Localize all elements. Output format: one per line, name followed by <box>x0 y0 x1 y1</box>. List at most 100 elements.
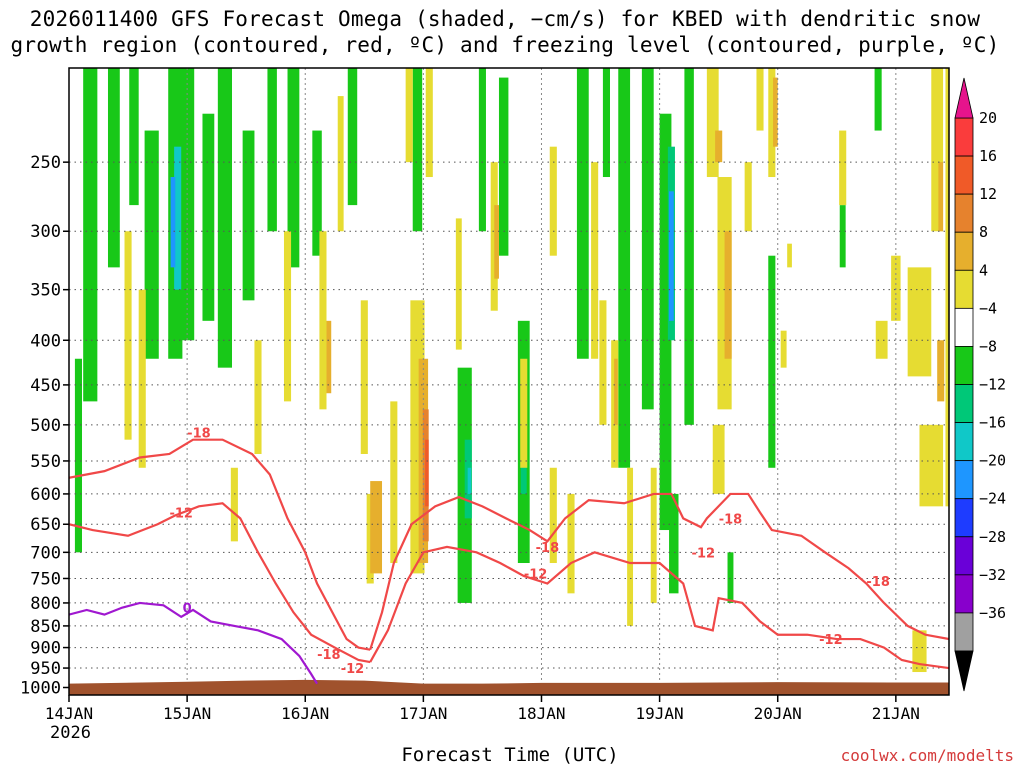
omega-cell <box>938 162 944 232</box>
omega-cell <box>768 68 776 178</box>
omega-cell <box>230 467 238 542</box>
omega-cell <box>107 68 120 268</box>
omega-cell <box>319 231 327 410</box>
colorbar-box <box>954 460 974 500</box>
contour-label: 0 <box>183 602 192 617</box>
contour-label: -12 <box>819 633 843 648</box>
contour-label: -12 <box>341 662 365 677</box>
terrain-surface <box>69 679 949 695</box>
omega-cell <box>780 330 787 368</box>
colorbar-label: −32 <box>979 566 1006 584</box>
omega-cell <box>347 68 358 206</box>
x-tick-label: 21JAN <box>872 704 920 723</box>
omega-cell <box>650 467 657 603</box>
chart-title: 2026011400 GFS Forecast Omega (shaded, −… <box>0 6 1010 58</box>
omega-cell <box>174 146 182 290</box>
y-tick-label: 350 <box>30 281 61 301</box>
colorbar-label: 12 <box>979 185 997 203</box>
omega-cell <box>425 68 433 178</box>
y-tick-label: 1000 <box>20 678 61 698</box>
omega-cell <box>567 493 575 594</box>
colorbar-box <box>954 231 974 271</box>
colorbar-label: −12 <box>979 376 1006 394</box>
omega-cell <box>370 481 383 574</box>
grid-lines <box>68 68 949 695</box>
contour-label: -12 <box>524 567 548 582</box>
colorbar-label: −4 <box>979 299 997 317</box>
omega-cell <box>170 177 176 268</box>
omega-cell <box>659 113 672 531</box>
credit-link[interactable]: coolwx.com/modelts <box>840 746 1014 765</box>
colorbar-box <box>954 117 974 157</box>
y-tick-label: 850 <box>30 617 61 637</box>
dendritic-contour <box>69 438 371 651</box>
omega-cell <box>467 467 472 494</box>
omega-cell <box>326 320 332 394</box>
omega-cell <box>945 68 949 507</box>
omega-cell <box>254 340 262 454</box>
colorbar-label: 16 <box>979 147 997 165</box>
omega-cell <box>773 77 778 147</box>
terrain <box>69 679 949 695</box>
colorbar-label: −28 <box>979 528 1006 546</box>
colorbar-label: −24 <box>979 490 1006 508</box>
temperature-contours: -18-12-18-12-18-12-18-12-18-120 <box>69 426 949 685</box>
omega-cell <box>669 191 674 321</box>
omega-cell <box>591 162 599 359</box>
omega-cell <box>712 424 725 494</box>
omega-cell <box>549 467 557 564</box>
colorbar-box <box>954 193 974 233</box>
x-axis-label: Forecast Time (UTC) <box>401 744 619 766</box>
y-tick-label: 700 <box>30 543 61 563</box>
y-tick-label: 500 <box>30 416 61 436</box>
omega-cell <box>727 552 734 603</box>
omega-cell <box>390 401 398 564</box>
omega-cell <box>669 493 679 594</box>
omega-cell <box>549 146 557 256</box>
contour-label: -18 <box>317 648 341 663</box>
omega-cell <box>724 231 732 359</box>
contour-label: -18 <box>536 541 560 556</box>
omega-cell <box>202 113 215 321</box>
colorbar: 20 16 12 8 4 −4 −8 −12 −16 −20 −24 −28 −32 −36 <box>954 77 1006 692</box>
colorbar-box <box>954 574 974 614</box>
colorbar-box <box>954 536 974 576</box>
omega-cell <box>618 68 631 468</box>
x-tick-label: 14JAN <box>45 704 93 723</box>
y-tick-label: 600 <box>30 485 61 505</box>
omega-cell <box>839 130 847 206</box>
contour-label: -18 <box>866 575 890 590</box>
omega-cell <box>138 289 146 468</box>
omega-cell <box>242 130 255 301</box>
plot-frame <box>68 67 950 696</box>
dendritic-contour <box>69 502 371 664</box>
omega-cell <box>931 68 944 232</box>
omega-cell <box>520 358 528 468</box>
year-label: 2026 <box>50 723 91 743</box>
omega-cell <box>312 130 322 256</box>
plot-background <box>69 68 949 695</box>
omega-cell <box>907 267 932 377</box>
x-axis: 14JAN 15JAN 16JAN 17JAN 18JAN 19JAN 20JAN 21JAN <box>45 695 920 723</box>
omega-cell <box>874 68 882 131</box>
colorbar-label: 4 <box>979 261 988 279</box>
omega-cell <box>267 68 277 232</box>
y-tick-label: 450 <box>30 376 61 396</box>
colorbar-bottom-arrow <box>954 650 974 692</box>
colorbar-box <box>954 155 974 195</box>
colorbar-label: −20 <box>979 452 1006 470</box>
omega-cell <box>478 68 486 232</box>
omega-cell <box>405 68 413 163</box>
x-tick-label: 16JAN <box>281 704 329 723</box>
omega-cell <box>337 96 344 232</box>
y-tick-label: 800 <box>30 594 61 614</box>
y-tick-label: 400 <box>30 331 61 351</box>
omega-cell <box>287 68 300 268</box>
contour-label: -18 <box>187 426 211 441</box>
y-tick-label: 250 <box>30 153 61 173</box>
omega-cell <box>144 130 159 359</box>
freezing-level-contour <box>69 601 318 685</box>
colorbar-box <box>954 384 974 423</box>
chart-title-line-1: 2026011400 GFS Forecast Omega (shaded, −… <box>29 7 981 31</box>
